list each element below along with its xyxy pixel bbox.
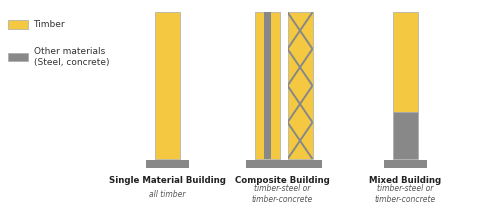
Bar xyxy=(246,160,322,168)
Bar xyxy=(8,53,28,61)
Bar xyxy=(392,112,417,159)
Text: Mixed Building: Mixed Building xyxy=(369,176,441,185)
Bar xyxy=(288,12,312,159)
Bar xyxy=(264,12,272,159)
Bar xyxy=(146,160,189,168)
Bar xyxy=(155,12,180,159)
Text: Other materials
(Steel, concrete): Other materials (Steel, concrete) xyxy=(34,47,109,67)
Text: all timber: all timber xyxy=(149,190,186,199)
Bar xyxy=(8,20,28,29)
Text: timber-steel or
timber-concrete: timber-steel or timber-concrete xyxy=(374,184,436,204)
Bar xyxy=(392,12,417,112)
Text: Single Material Building: Single Material Building xyxy=(109,176,226,185)
Text: timber-steel or
timber-concrete: timber-steel or timber-concrete xyxy=(252,184,313,204)
Text: Timber: Timber xyxy=(34,20,65,29)
Bar xyxy=(384,160,426,168)
Bar xyxy=(255,12,280,159)
Text: Composite Building: Composite Building xyxy=(235,176,330,185)
